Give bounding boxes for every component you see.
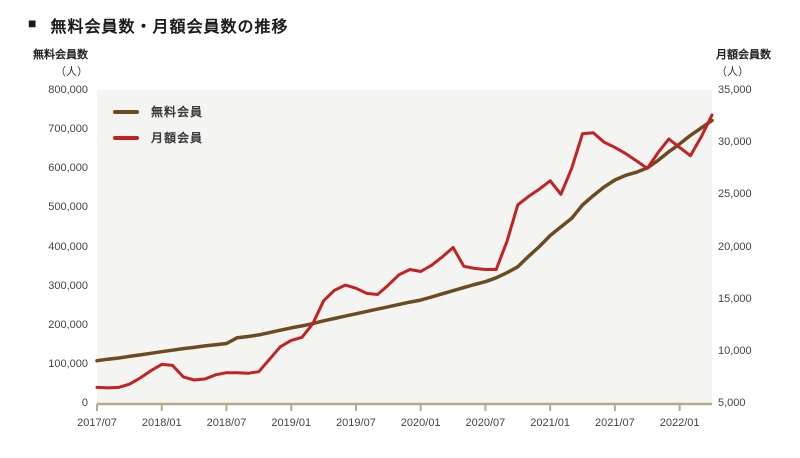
left-axis-unit: （人） (55, 66, 88, 78)
legend-item-monthly: 月額会員 (113, 129, 203, 146)
right-axis-title-text: 月額会員数 (716, 49, 771, 61)
left-axis-tick-label: 300,000 (48, 279, 88, 292)
right-axis-tick-label: 5,000 (718, 397, 746, 409)
legend: 無料会員 月額会員 (113, 103, 203, 146)
monthly-members-line (95, 113, 714, 390)
right-axis-unit: （人） (716, 66, 749, 78)
left-axis-tick-label: 0 (81, 397, 88, 409)
x-axis-tick-label: 2021/01 (530, 417, 571, 429)
right-axis-tick-label: 25,000 (718, 188, 752, 201)
plot-area (97, 90, 712, 403)
chart-title: 無料会員数・月額会員数の推移 (50, 19, 289, 36)
x-axis-tick-label: 2021/07 (595, 417, 635, 429)
left-axis-title-text: 無料会員数 (33, 49, 88, 61)
left-axis-tick-label: 500,000 (48, 201, 88, 214)
x-axis-line (96, 402, 712, 411)
x-axis-tick-label: 2018/07 (206, 417, 247, 429)
x-axis-tick-label: 2018/01 (141, 417, 182, 429)
left-axis-tick-label: 700,000 (48, 123, 88, 136)
chart-title-row: ■ 無料会員数・月額会員数の推移 (28, 13, 288, 37)
x-axis-tick-label: 2020/01 (400, 417, 441, 429)
legend-label-free: 無料会員 (151, 105, 204, 119)
right-axis-title: 月額会員数 （人） (716, 47, 796, 81)
left-axis-tick-label: 200,000 (48, 318, 88, 331)
left-axis-tick-label: 600,000 (48, 162, 88, 175)
x-axis-tick-label: 2019/01 (271, 417, 312, 429)
right-axis-tick-label: 10,000 (718, 344, 752, 357)
free-members-swatch (113, 109, 139, 114)
x-axis-tick-label: 2020/07 (465, 417, 506, 429)
right-axis-tick-label: 15,000 (718, 292, 752, 305)
legend-label-monthly: 月額会員 (151, 131, 204, 145)
left-axis-tick-label: 800,000 (48, 84, 88, 96)
x-axis-tick-label: 2022/01 (659, 417, 700, 429)
legend-item-free: 無料会員 (113, 103, 203, 120)
free-members-line (95, 118, 714, 363)
right-axis-tick-label: 35,000 (718, 84, 752, 96)
left-axis-tick-label: 100,000 (48, 357, 88, 370)
monthly-members-swatch (113, 135, 139, 140)
x-axis-tick-label: 2017/07 (77, 417, 117, 429)
left-axis-title: 無料会員数 （人） (0, 47, 88, 81)
left-axis-tick-label: 400,000 (48, 240, 88, 253)
right-axis-tick-label: 20,000 (718, 240, 752, 253)
x-axis-tick-label: 2019/07 (336, 417, 376, 429)
title-bullet-icon: ■ (28, 17, 37, 32)
right-axis-tick-label: 30,000 (718, 136, 752, 149)
